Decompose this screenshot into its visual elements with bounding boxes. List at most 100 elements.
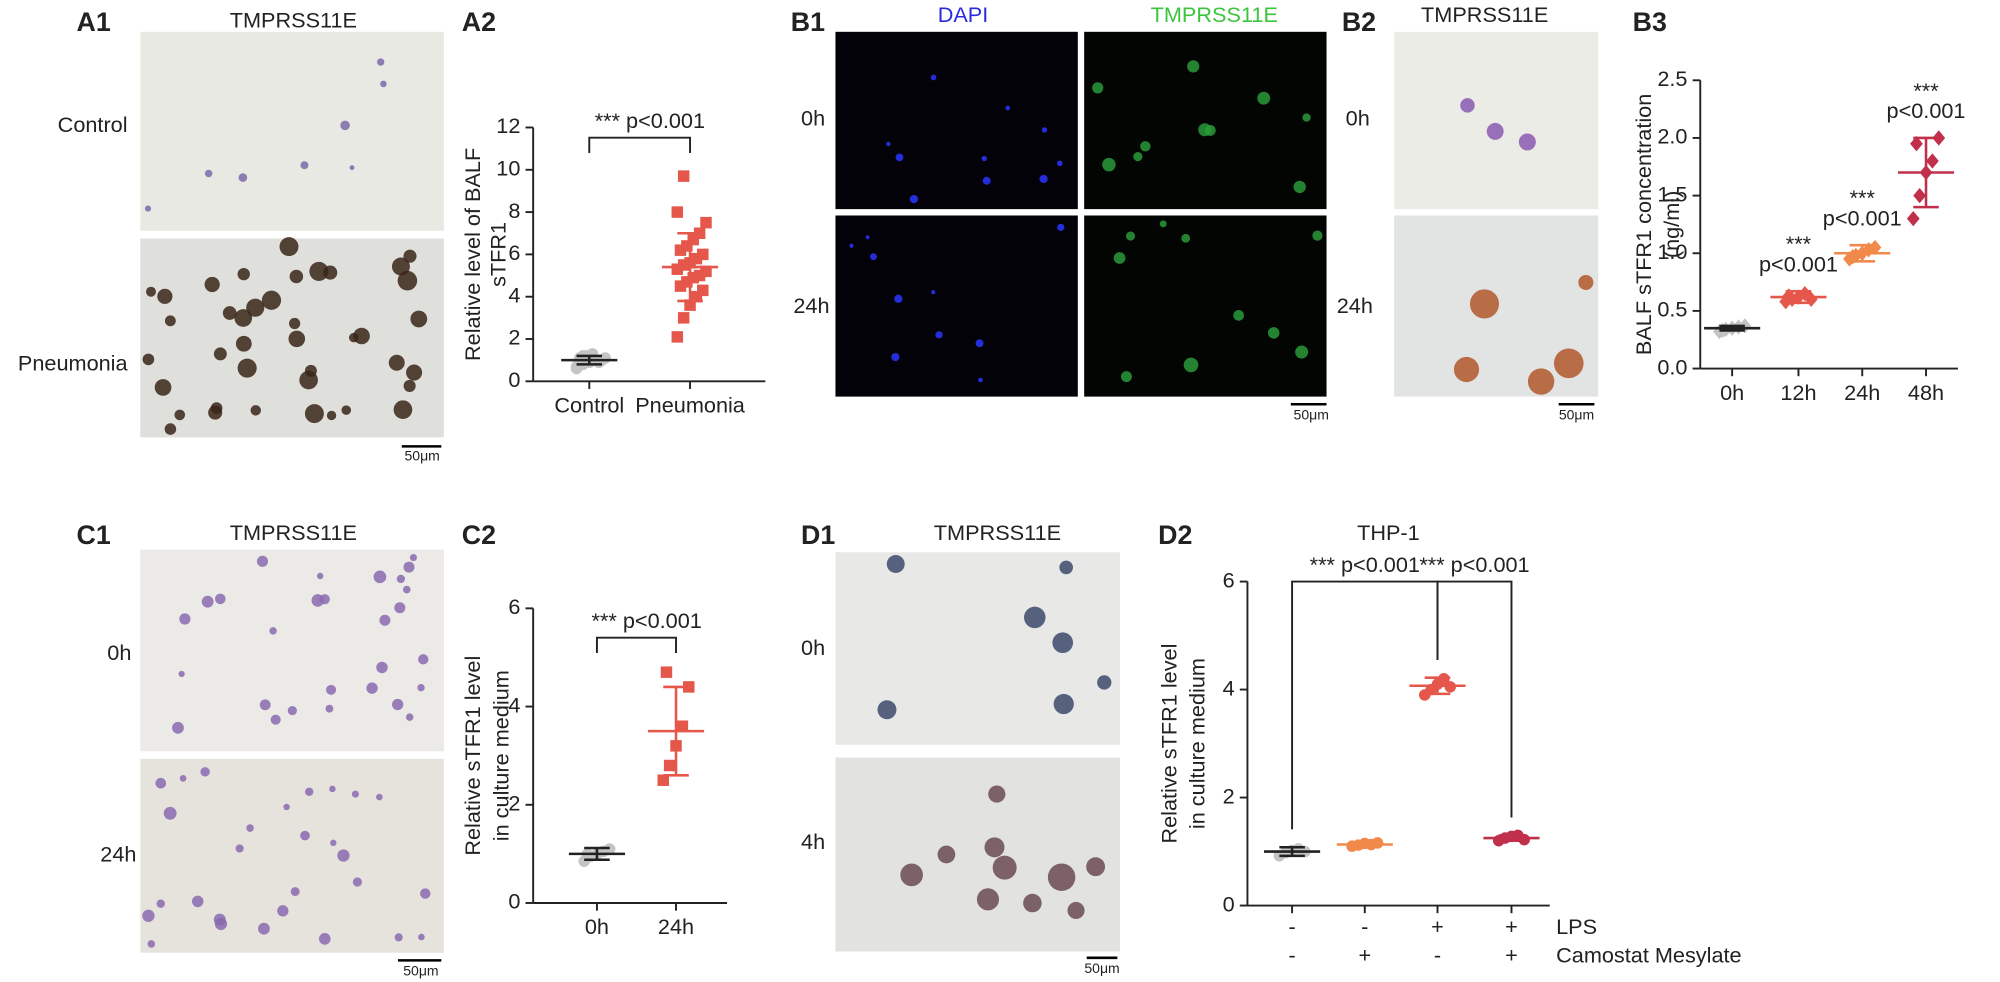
sd-bar [1913, 136, 1939, 209]
cell [1059, 560, 1073, 575]
cell [1159, 220, 1167, 228]
panel-title: TMPRSS11E [934, 520, 1061, 545]
cell [349, 332, 359, 343]
cell [373, 570, 387, 584]
cell [204, 276, 220, 293]
data-point [671, 206, 684, 218]
cell [256, 555, 269, 567]
data-point [677, 259, 690, 271]
cell [937, 845, 956, 864]
cell [147, 940, 156, 948]
y-tick-label: 2.0 [1657, 124, 1687, 149]
y-tick-label: 4 [1223, 675, 1235, 700]
cell [420, 888, 431, 899]
micrograph [1084, 215, 1327, 397]
cell [931, 290, 936, 295]
annotation: *** p<0.001 [592, 608, 702, 633]
cell [1460, 98, 1475, 113]
significance-stars: *** [1913, 78, 1939, 103]
condition-sign: - [1288, 914, 1295, 939]
bracket [1291, 580, 1439, 830]
cell [402, 585, 411, 594]
cell [178, 670, 185, 678]
cell [289, 317, 301, 330]
cell [270, 714, 281, 725]
cell [289, 269, 304, 284]
condition-label: Camostat Mesylate [1556, 942, 1741, 967]
cell [1187, 60, 1200, 73]
cell [1267, 327, 1280, 339]
cell [891, 352, 900, 362]
cell [1578, 274, 1594, 290]
condition-sign: + [1358, 942, 1371, 967]
micrograph [1394, 31, 1599, 210]
y-axis-label: in culture medium [1185, 658, 1210, 829]
y-tick-label: 4 [508, 692, 520, 717]
y-tick-label: 0 [508, 367, 520, 392]
row-label: 0h [107, 640, 131, 665]
cell [366, 682, 378, 694]
row-label: 24h [100, 842, 136, 867]
y-tick-label: 6 [1223, 567, 1235, 592]
data-point [599, 352, 611, 364]
cell [349, 165, 355, 171]
cell [204, 169, 213, 178]
y-tick-label: 8 [508, 198, 520, 223]
column-label: DAPI [938, 2, 989, 27]
y-tick-label: 1.5 [1657, 181, 1687, 206]
cell [849, 243, 854, 248]
micrograph [835, 757, 1120, 952]
cell [1293, 180, 1306, 194]
panel-label: C1 [77, 520, 111, 550]
annotation: *** p<0.001 [1310, 552, 1420, 577]
cell [319, 594, 330, 605]
cell [1181, 233, 1191, 243]
cell [330, 839, 337, 847]
data-point [1926, 153, 1939, 169]
cell [886, 141, 891, 147]
chart-title: THP-1 [1357, 520, 1420, 545]
cell [326, 684, 337, 695]
data-point [684, 299, 696, 311]
row-label: 24h [1337, 293, 1373, 318]
data-point [700, 265, 712, 278]
y-axis-label: sTFR1 [486, 222, 511, 287]
cell [201, 595, 214, 608]
cell [1453, 356, 1480, 383]
cell [305, 787, 314, 797]
row-label: 4h [801, 829, 825, 854]
data-point [677, 170, 690, 182]
condition-sign: - [1434, 942, 1441, 967]
row-label: Control [58, 112, 128, 137]
y-tick-label: 0 [1223, 891, 1235, 916]
cell [1204, 124, 1216, 136]
cell [145, 286, 156, 297]
cell [397, 270, 418, 291]
data-point [657, 774, 670, 786]
cell [174, 409, 186, 421]
data-point [687, 233, 699, 246]
cell [1120, 371, 1132, 383]
y-tick-label: 4 [508, 282, 520, 307]
cell [1312, 230, 1323, 241]
cell [895, 153, 904, 162]
cell [214, 917, 228, 931]
data-point [671, 331, 684, 343]
cell [1233, 309, 1245, 321]
x-tick-label: 12h [1780, 380, 1816, 405]
cell [238, 173, 248, 182]
data-point [693, 269, 706, 282]
cell [210, 402, 223, 414]
y-axis-label: BALF sTFR1 concentration [1631, 94, 1656, 355]
sd-bar [576, 354, 603, 366]
cell [1005, 105, 1011, 111]
cell [318, 933, 331, 945]
cell [277, 905, 289, 917]
cell [894, 294, 903, 303]
x-tick-label: 48h [1908, 380, 1944, 405]
panel-title: TMPRSS11E [230, 520, 357, 545]
sd-bar [1498, 834, 1525, 843]
sd-bar [1719, 324, 1745, 332]
cell [1140, 141, 1151, 152]
y-tick-label: 2 [508, 791, 520, 816]
